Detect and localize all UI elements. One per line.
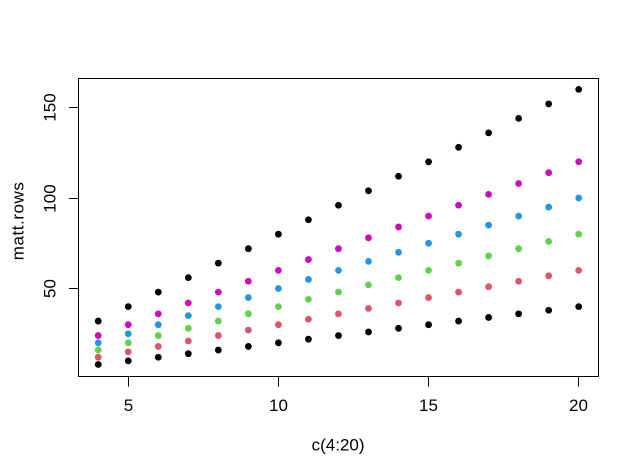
svg-text:10: 10 <box>269 396 288 415</box>
svg-text:5: 5 <box>124 396 133 415</box>
svg-text:150: 150 <box>40 93 59 121</box>
svg-text:100: 100 <box>40 184 59 212</box>
svg-text:20: 20 <box>569 396 588 415</box>
svg-text:15: 15 <box>419 396 438 415</box>
svg-text:matt.rows: matt.rows <box>9 182 28 261</box>
svg-text:c(4:20): c(4:20) <box>312 436 365 455</box>
svg-text:50: 50 <box>40 279 59 298</box>
